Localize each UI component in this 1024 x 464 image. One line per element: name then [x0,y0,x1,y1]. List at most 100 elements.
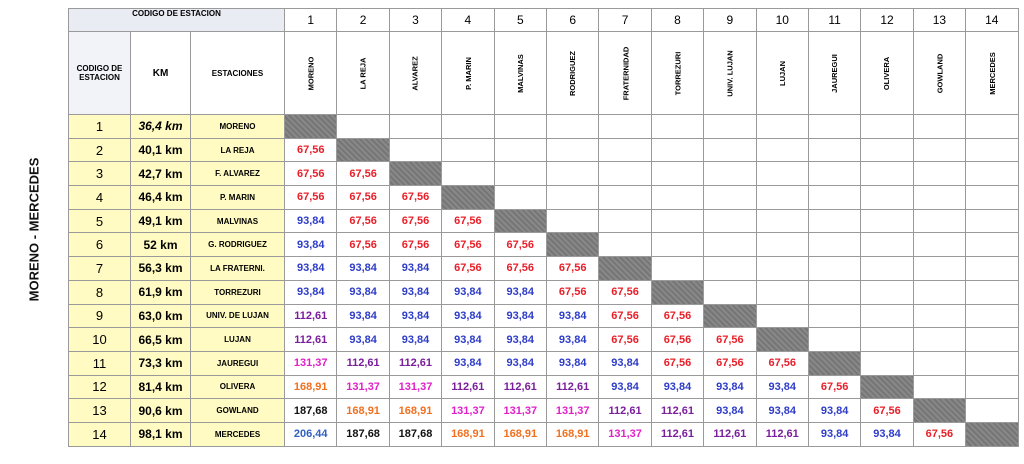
row-station: LA REJA [189,137,286,163]
empty-cell [755,137,809,163]
empty-cell [965,208,1019,234]
empty-cell [965,161,1019,187]
fare: 67,56 [545,256,600,281]
fare: 93,84 [493,279,547,305]
fare: 112,61 [336,350,390,376]
empty-cell [965,374,1019,400]
fare: 93,84 [441,279,495,305]
empty-cell [807,114,862,139]
fare: 67,56 [912,421,967,447]
column-header: UNIV. LUJAN [703,31,757,115]
column-code: 10 [755,8,809,32]
row-station: UNIV. DE LUJAN [189,303,286,329]
data-row: 9 63,0 km UNIV. DE LUJAN 112,61 93,84 93,84 93… [68,303,1019,329]
fare: 112,61 [703,421,757,447]
code-header: CODIGO DE ESTACION [68,31,131,115]
row-km: 81,4 km [130,374,191,400]
empty-cell [598,185,652,210]
diagonal-cell [441,185,495,210]
row-km: 40,1 km [130,137,191,163]
row-code: 7 [68,256,131,281]
data-row: 13 90,6 km GOWLAND 187,68 168,91 168,91 131,37… [68,398,1019,423]
row-km: 52 km [130,232,191,258]
row-km: 66,5 km [130,327,191,352]
fare: 93,84 [388,256,443,281]
fare: 93,84 [860,421,914,447]
row-km: 61,9 km [130,279,191,305]
empty-cell [912,303,967,329]
empty-cell [965,279,1019,305]
empty-cell [912,137,967,163]
header-row: CODIGO DE ESTACION KM ESTACIONES MORENO LA R… [68,31,1019,115]
empty-cell [755,114,809,139]
empty-cell [807,303,862,329]
column-code: 9 [703,8,757,32]
empty-cell [912,161,967,187]
row-code: 11 [68,350,131,376]
empty-cell [912,350,967,376]
station-name: OLIVERA [882,56,892,90]
data-row: 11 73,3 km JAUREGUI 131,37 112,61 112,61 93,84… [68,350,1019,376]
fare: 93,84 [441,350,495,376]
station-name: JAUREGUI [830,53,840,93]
empty-cell [703,208,757,234]
row-station: OLIVERA [189,374,286,400]
empty-cell [650,208,705,234]
row-code: 2 [68,137,131,163]
fare: 93,84 [807,421,862,447]
station-name: MALVINAS [515,53,525,93]
diagonal-cell [807,350,862,376]
fare: 131,37 [598,421,652,447]
column-header: FRATERNIDAD [598,31,652,115]
fare: 67,56 [441,232,495,258]
empty-cell [965,232,1019,258]
row-station: MERCEDES [189,421,286,447]
fare: 131,37 [336,374,390,400]
fare: 67,56 [336,185,390,210]
empty-cell [703,256,757,281]
empty-cell [755,161,809,187]
fare: 93,84 [336,279,390,305]
empty-cell [703,279,757,305]
fare: 93,84 [598,374,652,400]
fare: 67,56 [598,303,652,329]
empty-cell [965,256,1019,281]
fare: 93,84 [493,350,547,376]
column-code: 8 [650,8,705,32]
empty-cell [860,303,914,329]
fare: 206,44 [284,421,338,447]
fare: 67,56 [441,208,495,234]
column-header: OLIVERA [860,31,914,115]
fare: 93,84 [703,374,757,400]
row-code: 14 [68,421,131,447]
fare: 93,84 [284,232,338,258]
column-code: 14 [965,8,1019,32]
row-km: 49,1 km [130,208,191,234]
data-row: 14 98,1 km MERCEDES 206,44 187,68 187,68 168,9… [68,421,1019,447]
fare: 93,84 [755,398,809,423]
fare: 93,84 [388,327,443,352]
column-code: 1 [284,8,338,32]
row-station: G. RODRIGUEZ [189,232,286,258]
fare: 93,84 [388,279,443,305]
row-code: 9 [68,303,131,329]
column-header: ALVAREZ [388,31,443,115]
fare: 112,61 [388,350,443,376]
column-header: LA REJA [336,31,390,115]
row-km: 42,7 km [130,161,191,187]
empty-cell [650,114,705,139]
fare: 131,37 [493,398,547,423]
fare: 93,84 [284,208,338,234]
fare: 93,84 [441,303,495,329]
diagonal-cell [755,327,809,352]
fare: 112,61 [441,374,495,400]
fare: 67,56 [598,279,652,305]
empty-cell [441,114,495,139]
station-name: MORENO [306,56,316,90]
empty-cell [598,208,652,234]
fare: 93,84 [336,303,390,329]
empty-cell [912,114,967,139]
empty-cell [703,232,757,258]
empty-cell [755,208,809,234]
fare: 67,56 [336,208,390,234]
